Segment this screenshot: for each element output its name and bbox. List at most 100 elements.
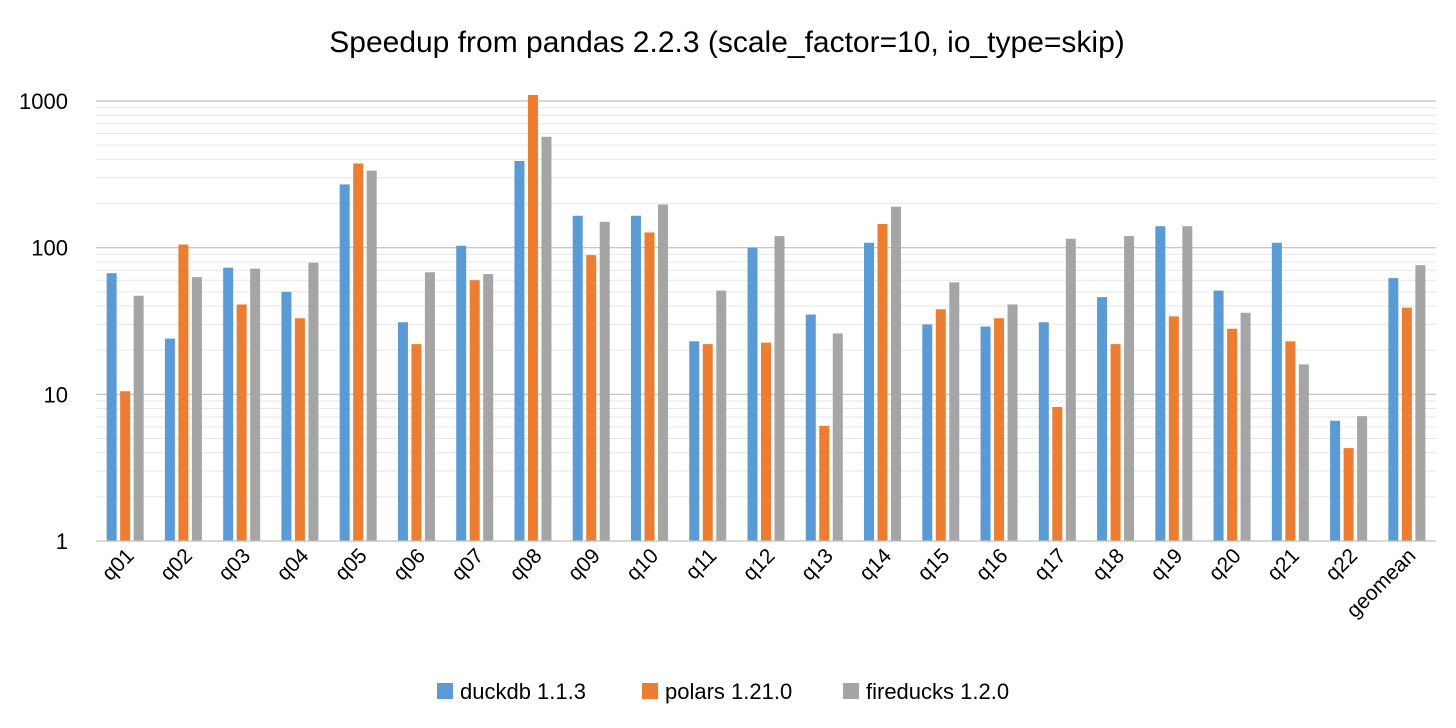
bar-q20-duckdb [1213,290,1224,541]
bar-q15-fireducks [949,282,960,541]
bar-q01-fireducks [133,295,144,541]
bar-q18-polars [1110,344,1121,541]
bar-q03-polars [236,304,247,541]
bar-q11-fireducks [716,290,727,541]
bar-q17-polars [1052,406,1063,541]
bar-q20-polars [1227,328,1238,541]
bar-geomean-duckdb [1388,278,1399,541]
bar-q22-fireducks [1357,416,1368,541]
bar-q04-duckdb [281,291,292,541]
bar-q08-polars [527,94,538,541]
bar-q16-polars [994,318,1005,541]
bar-q21-polars [1285,341,1296,541]
bar-geomean-fireducks [1415,265,1426,541]
x-tick-label: q02 [156,544,197,585]
x-tick-label: q04 [272,544,313,585]
bar-q06-duckdb [397,322,408,541]
bar-q19-duckdb [1155,226,1166,541]
x-tick-label: q13 [797,544,838,585]
bar-q04-fireducks [308,262,319,541]
bar-q14-fireducks [891,206,902,541]
x-axis-ticks: q01 q02 q03 q04 q05 q06 q07 q08 q09 q10 q11 q12 q13 q… [98,544,1421,622]
bar-geomean-polars [1401,307,1412,541]
bar-q01-duckdb [106,273,117,541]
x-tick-label: q14 [855,544,896,585]
bar-q13-fireducks [832,333,843,541]
x-tick-label: q17 [1030,544,1071,585]
bar-q03-fireducks [250,268,261,541]
legend-swatch [642,683,658,699]
x-tick-label: q18 [1088,544,1129,585]
bar-q05-polars [353,163,364,542]
bar-q14-polars [877,223,888,541]
bars [106,94,1426,542]
legend: duckdb 1.1.3 polars 1.21.0 fireducks 1.2.0 [437,679,1009,704]
bar-q20-fireducks [1240,312,1251,541]
x-tick-label: q16 [972,544,1013,585]
x-tick-label: q12 [738,544,779,585]
x-tick-label: q15 [913,544,954,585]
bar-q19-polars [1168,316,1179,541]
bar-q18-fireducks [1124,236,1135,542]
bar-q07-fireducks [483,274,494,541]
legend-label: fireducks 1.2.0 [866,679,1009,704]
bar-q11-duckdb [689,341,700,541]
bar-q07-polars [469,280,480,541]
x-tick-label: q20 [1205,544,1246,585]
legend-swatch [437,683,453,699]
bar-q15-polars [935,309,946,541]
x-tick-label: q21 [1263,544,1304,585]
bar-q03-duckdb [223,267,234,541]
x-tick-label: q10 [622,544,663,585]
bar-q10-fireducks [657,204,668,542]
y-tick-label: 1 [56,529,68,554]
x-tick-label: q03 [214,544,255,585]
bar-q05-fireducks [366,170,377,541]
y-tick-label: 1000 [19,89,68,114]
bar-q22-polars [1343,448,1354,541]
bar-q06-fireducks [424,272,435,541]
y-axis-ticks: 1 10 100 1000 [19,89,68,554]
bar-q05-duckdb [339,184,350,542]
y-tick-label: 10 [44,382,68,407]
bar-q22-duckdb [1330,420,1341,541]
gridlines [96,100,1436,498]
x-tick-label: q19 [1146,544,1187,585]
bar-q10-duckdb [630,215,641,541]
bar-q18-duckdb [1097,297,1108,541]
x-tick-label: q06 [389,544,430,585]
legend-swatch [843,683,859,699]
bar-q14-duckdb [864,242,875,541]
bar-q13-polars [819,425,830,541]
x-tick-label: q08 [505,544,546,585]
chart-title: Speedup from pandas 2.2.3 (scale_factor=… [329,26,1125,59]
legend-label: duckdb 1.1.3 [460,679,586,704]
bar-q09-fireducks [599,221,610,541]
bar-q02-fireducks [191,277,202,541]
x-tick-label: q09 [564,544,605,585]
bar-q12-fireducks [774,236,785,542]
bar-q17-duckdb [1038,322,1049,541]
bar-q08-fireducks [541,136,552,541]
x-tick-label: q11 [681,544,721,584]
x-tick-label: q22 [1321,544,1362,585]
bar-q09-duckdb [572,215,583,541]
bar-q12-duckdb [747,247,758,541]
bar-q02-polars [178,244,189,541]
bar-q12-polars [761,342,771,541]
bar-q01-polars [120,391,131,541]
bar-q16-duckdb [980,326,991,541]
legend-label: polars 1.21.0 [665,679,792,704]
y-tick-label: 100 [31,236,68,261]
bar-q10-polars [644,232,655,541]
bar-q17-fireducks [1065,238,1076,541]
bar-q21-fireducks [1298,364,1309,541]
bar-q19-fireducks [1182,226,1193,541]
bar-q04-polars [294,318,305,541]
x-tick-label: q01 [98,544,139,585]
bar-q06-polars [411,344,422,541]
bar-q16-fireducks [1007,304,1018,541]
bar-q08-duckdb [514,160,525,542]
bar-q21-duckdb [1271,242,1282,541]
